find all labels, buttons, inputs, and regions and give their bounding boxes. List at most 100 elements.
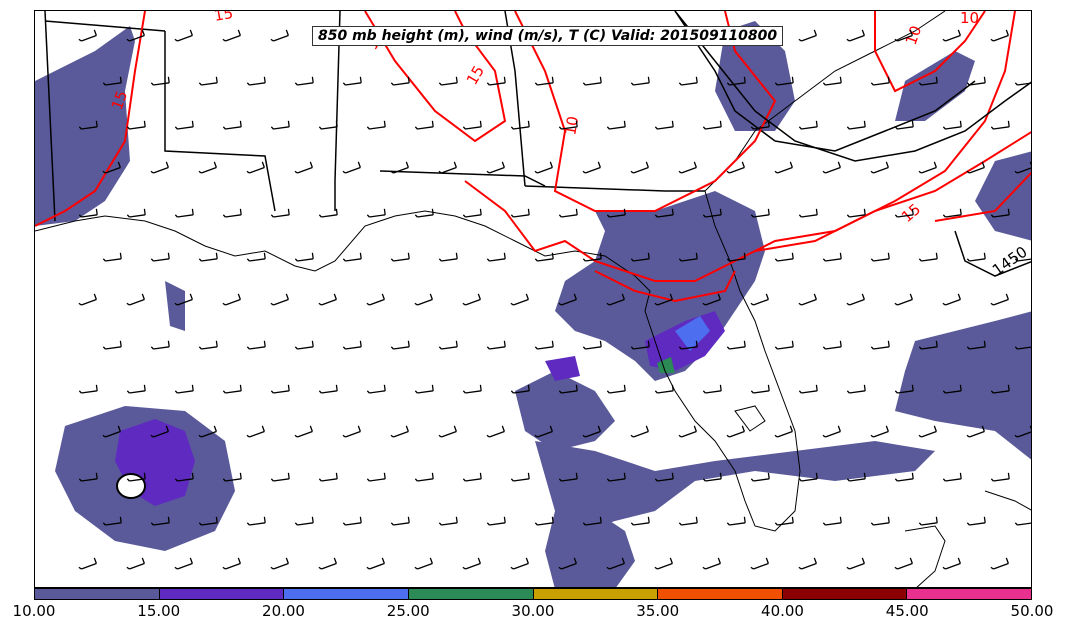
wind-barb — [78, 384, 98, 394]
wind-barb — [366, 557, 386, 570]
wind-barb — [366, 120, 386, 130]
wind-barb — [942, 384, 962, 394]
wind-barb — [462, 120, 482, 130]
wind-barb — [606, 472, 626, 482]
wind-barb — [894, 120, 914, 130]
wind-barb — [126, 120, 146, 130]
shade-bay — [165, 281, 185, 331]
wind-barb — [270, 384, 290, 394]
wind-barb — [606, 208, 626, 218]
wind-barb — [654, 120, 674, 130]
wind-barb — [486, 76, 506, 86]
bahamas-outline — [984, 490, 1031, 511]
colorbar-tick-label: 40.00 — [761, 602, 804, 620]
wind-barb — [102, 516, 122, 526]
wind-barb — [198, 76, 218, 86]
wind-barb — [534, 161, 554, 174]
wind-barb — [318, 384, 338, 394]
wind-barb — [222, 384, 242, 394]
colorbar-tick-label: 30.00 — [511, 602, 555, 620]
wind-barb — [294, 425, 314, 438]
wind-barb — [750, 472, 770, 482]
wind-barb — [342, 76, 362, 86]
wind-barb — [894, 384, 914, 394]
wind-barb — [462, 557, 482, 570]
wind-barb — [774, 161, 794, 174]
wind-barb — [1014, 425, 1031, 438]
wind-barb — [894, 29, 914, 42]
t-contour-15-south — [464, 11, 1016, 282]
wind-barb — [966, 252, 986, 262]
wind-barb — [126, 557, 146, 570]
wind-barb — [150, 76, 170, 86]
wind-barb — [918, 425, 938, 438]
wind-barb — [678, 340, 698, 350]
wind-barb — [630, 252, 650, 262]
wind-barb — [390, 425, 410, 438]
wind-barb — [174, 472, 194, 482]
wind-barb — [870, 516, 890, 526]
border-fl-ga — [524, 185, 705, 192]
wind-barb — [558, 557, 578, 570]
t-contour-10 — [514, 11, 777, 212]
border-al-fl — [379, 170, 546, 187]
wind-barb — [534, 340, 554, 350]
t-contour-15-east — [754, 131, 1031, 252]
wind-barb — [438, 516, 458, 526]
wind-barb — [126, 472, 146, 482]
wind-barb — [438, 252, 458, 262]
wind-barb — [414, 293, 434, 306]
wind-barb — [126, 293, 146, 306]
wind-barb — [870, 161, 890, 174]
shade-fl-green — [657, 357, 675, 373]
wind-barb — [798, 29, 818, 42]
wind-barb — [702, 384, 722, 394]
wind-barb — [246, 76, 266, 86]
wind-barb — [174, 208, 194, 218]
wind-barb — [990, 208, 1010, 218]
wind-barb — [510, 557, 530, 570]
wind-barb — [750, 120, 770, 130]
wind-barb — [894, 208, 914, 218]
colorbar-segment — [35, 589, 159, 599]
wind-barb — [1014, 82, 1031, 86]
wind-barb — [222, 29, 242, 42]
wind-barb — [198, 516, 218, 526]
wind-barb — [942, 29, 962, 42]
border-ms-al — [334, 11, 341, 211]
coastline-layer — [35, 11, 1031, 587]
wind-barb — [894, 557, 914, 570]
wind-barb — [246, 340, 266, 350]
wind-barb — [342, 161, 362, 174]
wind-barb — [582, 516, 602, 526]
wind-barb — [990, 120, 1010, 130]
wind-barb — [246, 161, 266, 174]
t-label-6: 15 — [898, 200, 924, 226]
wind-barb — [270, 120, 290, 130]
wind-barb — [390, 76, 410, 86]
wind-barb — [726, 76, 746, 86]
wind-barb — [774, 425, 794, 438]
wind-barb — [678, 516, 698, 526]
wind-barb — [246, 425, 266, 438]
wind-barb — [486, 161, 506, 174]
wind-barb — [894, 472, 914, 482]
wind-barb — [966, 340, 986, 350]
wind-barb — [1014, 258, 1031, 262]
wind-barb — [294, 76, 314, 86]
wind-barb — [678, 252, 698, 262]
wind-barb — [462, 384, 482, 394]
wind-barb — [918, 340, 938, 350]
wind-barb — [990, 29, 1010, 42]
shade-atlantic — [895, 311, 1031, 460]
wind-barb — [270, 293, 290, 306]
wind-barb — [534, 76, 554, 86]
lake-okeechobee — [734, 405, 766, 432]
wind-barb — [222, 208, 242, 218]
wind-barb — [462, 472, 482, 482]
t-contour-west — [35, 11, 146, 227]
wind-barb — [822, 425, 842, 438]
wind-barb — [174, 384, 194, 394]
wind-barb — [870, 252, 890, 262]
wind-barb — [222, 472, 242, 482]
